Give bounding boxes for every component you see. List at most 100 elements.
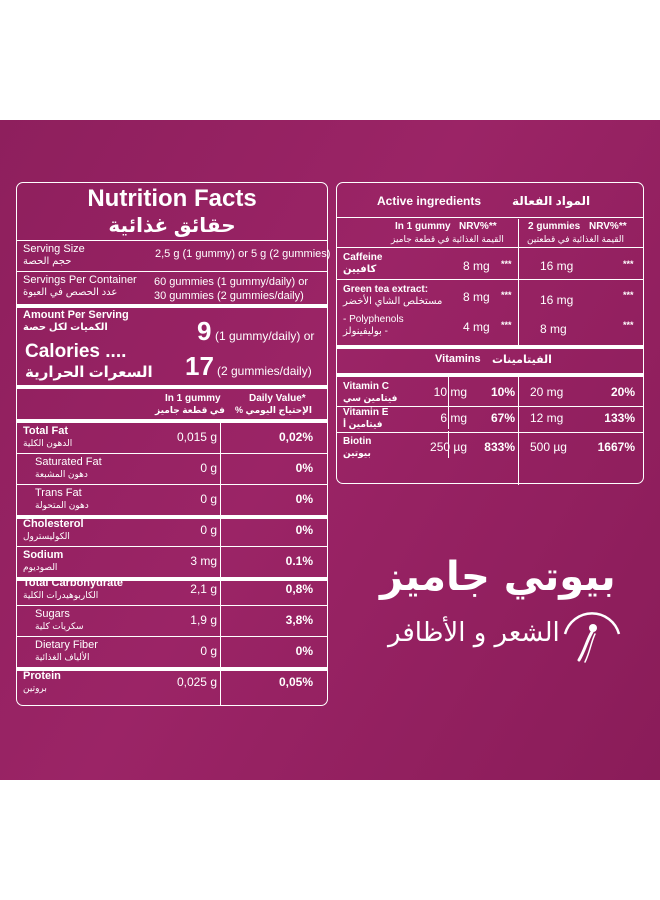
- ai-h2-nrv: NRV%**: [589, 221, 627, 232]
- nutrient-daily-value: 0.1%: [285, 554, 313, 568]
- poly-nrv-2: ***: [623, 320, 634, 330]
- vitamin-name: Vitamin E: [343, 407, 389, 418]
- amount-label-ar: الكميات لكل حصة: [23, 322, 108, 333]
- calories-note-2: (2 gummies/daily): [217, 364, 312, 378]
- nutrient-daily-value: 0,05%: [278, 675, 313, 689]
- vitamin-amount-1: 10 mg: [433, 385, 467, 399]
- poly-label-ar: - بوليفينولز: [343, 326, 388, 337]
- calories-label: Calories ....: [25, 341, 127, 362]
- nutrient-name-ar: دهون المشبعة: [35, 469, 88, 479]
- row-divider: [17, 484, 327, 485]
- servings-label-ar: عدد الحصص في العبوة: [23, 287, 118, 298]
- row-divider: [17, 515, 327, 519]
- servings-value-2: 30 gummies (2 gummies/daily): [154, 290, 304, 302]
- nutrient-name-ar: الكاربوهيدرات الكلية: [23, 590, 99, 600]
- nutrient-amount: 0,015 g: [176, 430, 217, 444]
- vitamin-nrv-1: 67%: [490, 411, 515, 425]
- ai-h2: 2 gummies: [528, 221, 581, 232]
- vitamin-nrv-2: 1667%: [597, 440, 635, 454]
- vitamins-title: Vitamins: [435, 353, 481, 365]
- amount-label: Amount Per Serving: [23, 309, 129, 321]
- gte-label-ar: مستخلص الشاي الأخضر: [343, 296, 443, 307]
- nutrient-amount: 0 g: [200, 523, 217, 537]
- col-in-1-gummy: In 1 gummy: [165, 393, 221, 404]
- caffeine-label-ar: كافيين: [343, 264, 377, 275]
- nutrient-daily-value: 0%: [295, 644, 313, 658]
- ai-h1-ar: القيمة الغذائية في قطعة جاميز: [391, 234, 504, 244]
- nutrient-name-ar: الألياف الغذائية: [35, 652, 90, 662]
- gte-1: 8 mg: [463, 290, 490, 304]
- nutrition-title-ar: حقائق غذائية: [108, 215, 236, 237]
- row-divider: [337, 406, 643, 407]
- ai-h1: In 1 gummy: [395, 221, 451, 232]
- row-divider: [337, 432, 643, 433]
- poly-label: - Polyphenols: [343, 314, 404, 325]
- serving-size-label: Serving Size: [23, 243, 85, 255]
- row-divider: [17, 636, 327, 637]
- row-divider: [17, 577, 327, 581]
- col-divider: [448, 431, 449, 458]
- poly-2: 8 mg: [540, 322, 567, 336]
- calories-note-1: (1 gummy/daily) or: [215, 329, 315, 343]
- gte-2: 16 mg: [540, 293, 574, 307]
- calories-value-1: 9: [197, 316, 212, 346]
- caffeine-label: Caffeine: [343, 252, 383, 263]
- nutrient-name-ar: سكريات كلية: [35, 621, 84, 631]
- nutrient-name: Total Carbohydrate: [23, 577, 124, 589]
- serving-size-value: 2,5 g (1 gummy) or 5 g (2 gummies): [155, 248, 331, 260]
- vitamin-nrv-2: 133%: [604, 411, 635, 425]
- nutrient-amount: 0,025 g: [176, 675, 217, 689]
- calories-label-ar: السعرات الحرارية: [25, 364, 153, 381]
- vitamin-name-ar: فيتامين أ: [343, 419, 383, 429]
- gte-nrv-1: ***: [501, 290, 512, 300]
- caffeine-1: 8 mg: [463, 259, 490, 273]
- nutrient-daily-value: 0%: [295, 523, 313, 537]
- nutrient-daily-value: 3,8%: [285, 613, 313, 627]
- caffeine-2: 16 mg: [540, 259, 574, 273]
- row-divider: [17, 453, 327, 454]
- col-daily-value-ar: الإحتياج اليومي %: [235, 405, 312, 415]
- nutrient-amount: 2,1 g: [190, 582, 217, 596]
- nutrient-name-ar: الصوديوم: [23, 562, 58, 572]
- nutrient-name: Sugars: [35, 608, 70, 620]
- nutrient-daily-value: 0,8%: [285, 582, 313, 596]
- col-daily-value: Daily Value*: [249, 393, 306, 404]
- caffeine-nrv-2: ***: [623, 259, 634, 269]
- poly-1: 4 mg: [463, 320, 490, 334]
- nutrient-amount: 3 mg: [190, 554, 217, 568]
- gte-nrv-2: ***: [623, 290, 634, 300]
- vitamin-nrv-2: 20%: [610, 385, 635, 399]
- vitamin-amount-1: 6 mg: [440, 411, 467, 425]
- nutrient-name: Cholesterol: [23, 518, 84, 530]
- nutrient-name: Sodium: [23, 549, 64, 561]
- row-divider: [17, 546, 327, 547]
- nutrient-amount: 0 g: [200, 644, 217, 658]
- nutrition-facts-box: Nutrition Facts حقائق غذائية Serving Siz…: [16, 182, 331, 706]
- servings-label: Servings Per Container: [23, 274, 137, 286]
- col-divider: [448, 376, 449, 403]
- nutrient-amount: 0 g: [200, 461, 217, 475]
- vitamin-name-ar: بيوتين: [343, 448, 371, 458]
- nutrient-name: Trans Fat: [35, 487, 82, 499]
- nutrient-daily-value: 0%: [295, 492, 313, 506]
- hair-strand-icon: [563, 612, 621, 663]
- nutrient-amount: 1,9 g: [190, 613, 217, 627]
- active-ingredients-box: Active ingredients المواد الفعالة In 1 g…: [336, 182, 644, 485]
- active-title: Active ingredients: [377, 194, 482, 208]
- brand-logo: بيوتي جاميز الشعر و الأظافر: [352, 540, 652, 680]
- nutrition-title: Nutrition Facts: [87, 185, 257, 212]
- vitamin-nrv-1: 833%: [484, 440, 515, 454]
- gte-label: Green tea extract:: [343, 284, 429, 295]
- vitamin-nrv-1: 10%: [490, 385, 515, 399]
- brand-name-ar: بيوتي جاميز: [380, 554, 616, 600]
- vitamin-amount-2: 500 µg: [530, 440, 567, 454]
- active-title-ar: المواد الفعالة: [512, 194, 591, 208]
- vitamin-name: Biotin: [343, 436, 372, 447]
- vitamin-amount-2: 12 mg: [530, 411, 564, 425]
- nutrient-name: Dietary Fiber: [35, 639, 98, 651]
- serving-size-label-ar: حجم الحصة: [23, 256, 72, 267]
- nutrient-name: Saturated Fat: [35, 456, 102, 468]
- nutrient-name-ar: الكوليسترول: [23, 531, 70, 541]
- brand-tagline-ar: الشعر و الأظافر: [388, 618, 560, 648]
- vitamin-name-ar: فيتامين سي: [343, 393, 398, 403]
